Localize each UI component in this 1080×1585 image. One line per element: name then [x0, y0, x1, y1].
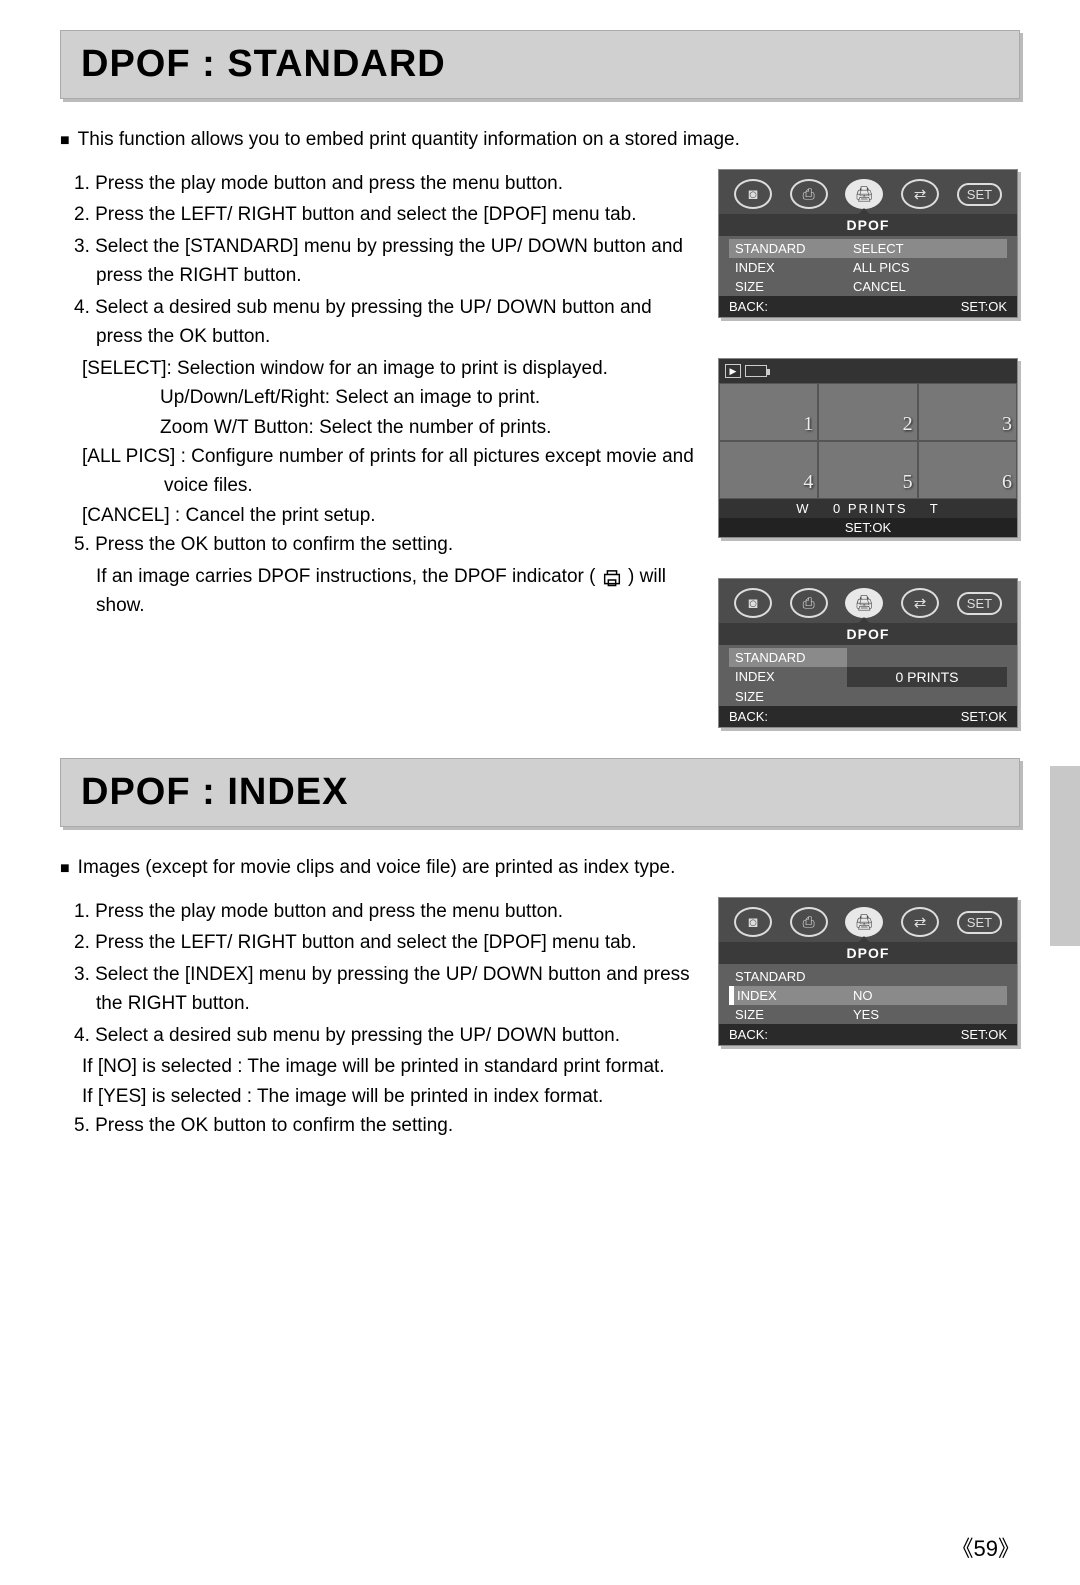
menu-item-no: NO	[847, 986, 1007, 1005]
menu-item-standard: STANDARD	[729, 648, 847, 667]
section-title: DPOF : STANDARD	[81, 43, 999, 86]
menu-item-cancel: CANCEL	[847, 277, 1007, 296]
menu-item-size: SIZE	[729, 1005, 847, 1024]
section-title: DPOF : INDEX	[81, 771, 999, 814]
tab-slideshow-icon: ◙	[734, 588, 772, 618]
prints-count-value: 0 PRINTS	[847, 667, 1007, 687]
page-number: 《59》	[952, 1531, 1020, 1563]
menu-item-yes: YES	[847, 1005, 1007, 1024]
bullet-icon: ■	[60, 860, 70, 878]
tab-dpof-icon: 🖨	[845, 588, 883, 618]
menu-item-standard: STANDARD	[729, 239, 847, 258]
tab-print-icon: ⎙	[790, 179, 828, 209]
thumb-cell: 1	[719, 383, 818, 441]
tab-slideshow-icon: ◙	[734, 179, 772, 209]
tab-pictbridge-icon: ⇄	[901, 179, 939, 209]
menu-item-index: INDEX	[729, 667, 847, 687]
play-mode-icon: ▶	[725, 364, 741, 378]
lcd-setok-label: SET:OK	[719, 518, 1017, 537]
menu-item-index: INDEX	[729, 258, 847, 277]
menu-item-allpics: ALL PICS	[847, 258, 1007, 277]
tab-slideshow-icon: ◙	[734, 907, 772, 937]
menu-item-index: INDEX	[729, 986, 847, 1005]
lcd-title: DPOF	[719, 942, 1017, 964]
page-edge-tab	[1050, 766, 1080, 946]
prints-count: 0 PRINTS	[833, 501, 908, 516]
tab-pictbridge-icon: ⇄	[901, 588, 939, 618]
bullet-icon: ■	[60, 132, 70, 150]
lcd-setok-label: SET:OK	[961, 709, 1007, 724]
section-header-index: DPOF : INDEX	[60, 758, 1020, 827]
thumb-cell: 3	[918, 383, 1017, 441]
lcd-title: DPOF	[719, 623, 1017, 645]
instructions-index: 1. Press the play mode button and press …	[60, 897, 700, 1143]
lcd-screen-standard-menu: ◙ ⎙ 🖨 ⇄ SET DPOF STANDARD SELECT INDEX A…	[718, 169, 1018, 318]
section-header-standard: DPOF : STANDARD	[60, 30, 1020, 99]
thumb-cell: 6	[918, 441, 1017, 499]
menu-item-standard: STANDARD	[729, 967, 847, 986]
lcd-setok-label: SET:OK	[961, 1027, 1007, 1042]
tab-dpof-icon: 🖨	[845, 179, 883, 209]
tab-set-icon: SET	[957, 183, 1002, 206]
lcd-screen-thumbnail-select: ▶ 1 2 3 4 5 6 W 0 PRINTS T	[718, 358, 1018, 538]
tab-dpof-icon: 🖨	[845, 907, 883, 937]
lcd-setok-label: SET:OK	[961, 299, 1007, 314]
tab-print-icon: ⎙	[790, 588, 828, 618]
lcd-back-label: BACK:	[729, 299, 768, 314]
zoom-w-label: W	[796, 501, 810, 516]
instructions-standard: 1. Press the play mode button and press …	[60, 169, 700, 728]
thumb-cell: 5	[818, 441, 917, 499]
intro-line: ■ Images (except for movie clips and voi…	[60, 857, 1020, 879]
menu-item-size: SIZE	[729, 687, 847, 706]
lcd-screen-prints-count: ◙ ⎙ 🖨 ⇄ SET DPOF STANDARD INDEX 0 PRINTS	[718, 578, 1018, 728]
dpof-indicator-icon	[601, 568, 623, 586]
battery-icon	[745, 365, 767, 377]
menu-item-size: SIZE	[729, 277, 847, 296]
intro-line: ■ This function allows you to embed prin…	[60, 129, 1020, 151]
lcd-back-label: BACK:	[729, 709, 768, 724]
lcd-back-label: BACK:	[729, 1027, 768, 1042]
tab-print-icon: ⎙	[790, 907, 828, 937]
lcd-title: DPOF	[719, 214, 1017, 236]
menu-item-select: SELECT	[847, 239, 1007, 258]
zoom-t-label: T	[930, 501, 940, 516]
tab-pictbridge-icon: ⇄	[901, 907, 939, 937]
lcd-screen-index-menu: ◙ ⎙ 🖨 ⇄ SET DPOF STANDARD INDEX NO	[718, 897, 1018, 1046]
thumb-cell: 2	[818, 383, 917, 441]
tab-set-icon: SET	[957, 592, 1002, 615]
tab-set-icon: SET	[957, 911, 1002, 934]
thumb-cell: 4	[719, 441, 818, 499]
